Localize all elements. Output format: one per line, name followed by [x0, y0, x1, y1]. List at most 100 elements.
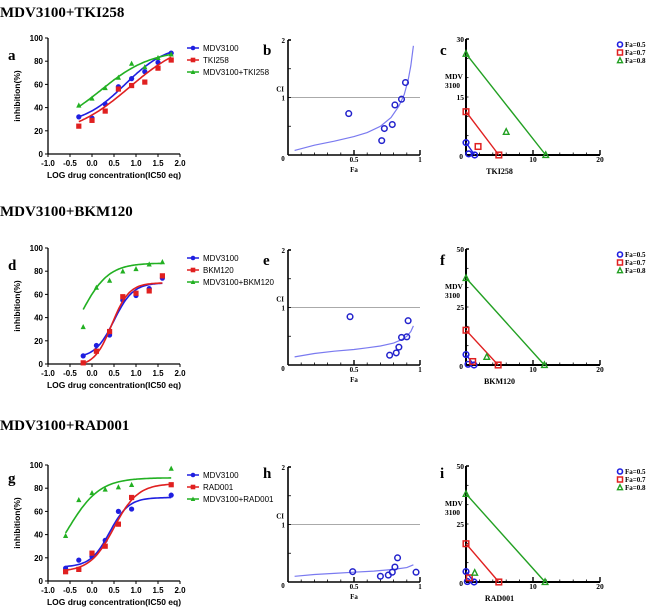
- x-tick-label: 1: [418, 156, 422, 164]
- data-point: [120, 268, 126, 274]
- x-tick-label: 1: [418, 366, 422, 374]
- fit-curve: [82, 282, 163, 365]
- isobole-endpoint: [462, 489, 470, 498]
- y-axis-label: inhibition(%): [12, 497, 22, 549]
- isobole-fa-0-7: Fa=0.7: [462, 259, 646, 369]
- x-tick-label: -0.5: [63, 369, 77, 378]
- y-tick-label: 100: [30, 461, 44, 470]
- y-tick-label: 80: [34, 484, 43, 493]
- data-point: [168, 492, 174, 498]
- y-axis-label: 3100: [445, 508, 460, 517]
- y-tick-label: 80: [34, 267, 43, 276]
- data-point: [115, 521, 121, 527]
- legend-label: Fa=0.7: [625, 476, 646, 484]
- data-point: [115, 484, 121, 490]
- isobole-endpoint: [462, 273, 470, 282]
- legend-label: RAD001: [203, 483, 234, 492]
- legend-label: MDV3100+RAD001: [203, 495, 274, 504]
- ci-data-point: [378, 137, 386, 145]
- isobole-fa-0-7: Fa=0.7: [462, 476, 646, 586]
- legend-marker: [190, 255, 196, 261]
- x-tick-label: 0: [281, 155, 285, 163]
- legend-marker: [190, 496, 196, 502]
- data-point: [80, 360, 86, 366]
- row-title: MDV3100+BKM120: [0, 204, 133, 220]
- legend-label: Fa=0.8: [625, 57, 646, 65]
- y-tick-label: 25: [457, 303, 465, 312]
- series-rad001: RAD001: [63, 482, 234, 575]
- isobole-line: [465, 493, 546, 583]
- y-axis-label: 3100: [445, 291, 460, 300]
- y-tick-label: 1: [282, 95, 286, 103]
- x-tick-label: 0.5: [108, 586, 120, 595]
- y-tick-label: 0: [39, 150, 44, 159]
- isobole-endpoint: [470, 578, 478, 586]
- y-tick-label: 80: [34, 57, 43, 66]
- x-axis-label: BKM120: [484, 377, 515, 386]
- row-title: MDV3100+RAD001: [0, 418, 129, 434]
- data-point: [129, 76, 135, 82]
- y-tick-label: 25: [457, 520, 465, 529]
- panel-letter: i: [440, 466, 444, 482]
- x-tick-label: 0.0: [86, 369, 98, 378]
- data-point: [168, 51, 174, 57]
- series-mdv3100-bkm120: MDV3100+BKM120: [80, 259, 274, 330]
- x-tick-label: 1.0: [130, 369, 142, 378]
- x-tick-label: 0.5: [108, 159, 120, 168]
- y-tick-label: 2: [282, 247, 286, 255]
- x-tick-label: 0: [459, 152, 463, 161]
- panel-letter: f: [440, 253, 446, 269]
- y-tick-label: 2: [282, 37, 286, 45]
- isobole-line: [465, 53, 547, 156]
- ci-data-point: [391, 563, 399, 571]
- ci-data-point: [376, 572, 384, 580]
- y-axis-label: MDV: [445, 72, 463, 81]
- legend-marker: [190, 484, 196, 490]
- data-point: [146, 261, 152, 267]
- isobole-fa-0-5: Fa=0.5: [462, 251, 646, 369]
- isobole-fa-0-8: Fa=0.8: [462, 483, 646, 586]
- x-tick-label: 10: [529, 155, 537, 164]
- x-tick-label: -0.5: [63, 159, 77, 168]
- series-bkm120: BKM120: [80, 266, 234, 366]
- x-tick-label: 2.0: [174, 369, 186, 378]
- x-tick-label: 20: [596, 365, 604, 374]
- legend-label: MDV3100+BKM120: [203, 278, 274, 287]
- ci-fit-curve: [294, 325, 414, 358]
- series-mdv3100-tki258: MDV3100+TKI258: [76, 51, 270, 108]
- data-point: [155, 54, 161, 61]
- ci-data-point: [403, 333, 411, 341]
- legend-marker: [190, 267, 196, 273]
- isobole-line: [465, 543, 500, 583]
- y-tick-label: 1: [282, 522, 286, 530]
- x-tick-label: 0.5: [350, 583, 359, 591]
- panel-letter: e: [263, 253, 270, 269]
- x-tick-label: 0: [281, 365, 285, 373]
- data-point: [159, 259, 165, 265]
- data-point: [93, 348, 99, 354]
- y-axis-label: CI: [276, 86, 284, 94]
- isobole-endpoint: [462, 326, 470, 334]
- panel-letter: g: [8, 471, 16, 487]
- y-axis-label: 3100: [445, 81, 460, 90]
- data-point: [76, 566, 82, 572]
- data-point: [89, 550, 95, 556]
- x-axis-label: Fa: [350, 593, 358, 601]
- data-point: [129, 506, 135, 512]
- legend-label: Fa=0.7: [625, 49, 646, 57]
- isobologram-chart: f 25 50 0 10 20 MDV3100 BKM120 Fa=0.5Fa=0.7Fa=0.…: [440, 245, 646, 386]
- y-axis-label: inhibition(%): [12, 280, 22, 332]
- ci-data-point: [412, 568, 420, 576]
- data-point: [76, 496, 82, 503]
- x-tick-label: 0: [281, 582, 285, 590]
- isobole-fa-0-5: Fa=0.5: [462, 468, 646, 586]
- isobole-endpoint: [541, 577, 549, 586]
- data-point: [107, 328, 113, 335]
- y-tick-label: 0: [39, 577, 44, 586]
- dose-response-chart: a 0 20 40 60 80 100 -1.0 -0.5 0.0 0.5 1.0 1.5 2.0 LOG …: [8, 34, 270, 180]
- data-point: [63, 532, 69, 539]
- legend-marker: [616, 251, 624, 258]
- data-point: [76, 123, 82, 129]
